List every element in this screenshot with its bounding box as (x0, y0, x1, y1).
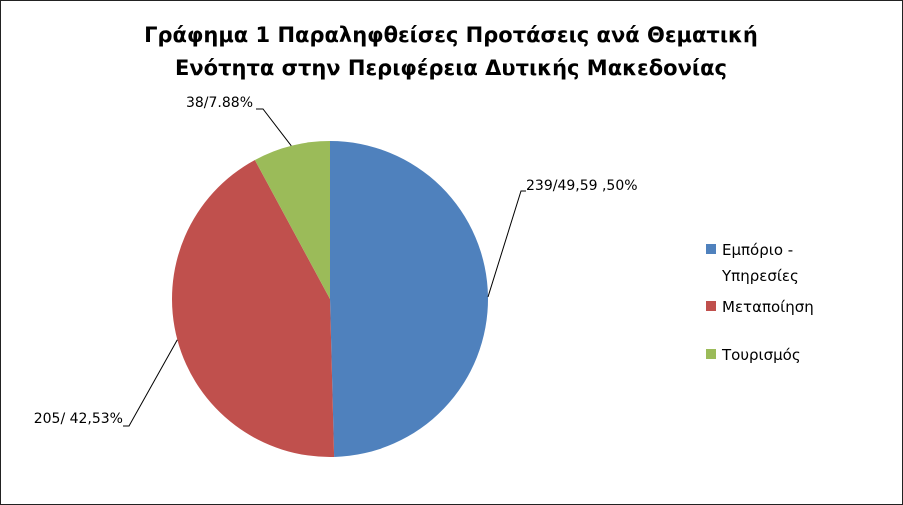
legend-item: Μεταποίηση (706, 294, 866, 320)
legend: Εμπόριο - Υπηρεσίες Μεταποίηση Τουρισμός (706, 237, 866, 373)
legend-item: Εμπόριο - Υπηρεσίες (706, 237, 866, 289)
pie-slice (254, 141, 330, 299)
leader-line (256, 108, 292, 147)
leader-line (123, 339, 178, 427)
chart-title: Γράφημα 1 Παραληφθείσες Προτάσεις ανά Θε… (144, 23, 758, 80)
data-label: 239/49,59 ,50% (526, 178, 638, 194)
leader-line (487, 190, 526, 298)
legend-swatch (706, 301, 716, 311)
data-label: 38/7.88% (186, 95, 253, 111)
pie-slice (171, 159, 335, 458)
legend-swatch (706, 349, 716, 359)
legend-swatch (706, 244, 716, 254)
legend-label: Τουρισμός (722, 346, 801, 364)
legend-label: Εμπόριο - Υπηρεσίες (722, 241, 799, 285)
legend-item: Τουρισμός (706, 342, 866, 368)
pie-slice (330, 141, 489, 457)
data-label: 205/ 42,53% (34, 411, 123, 427)
legend-label: Μεταποίηση (722, 298, 814, 316)
